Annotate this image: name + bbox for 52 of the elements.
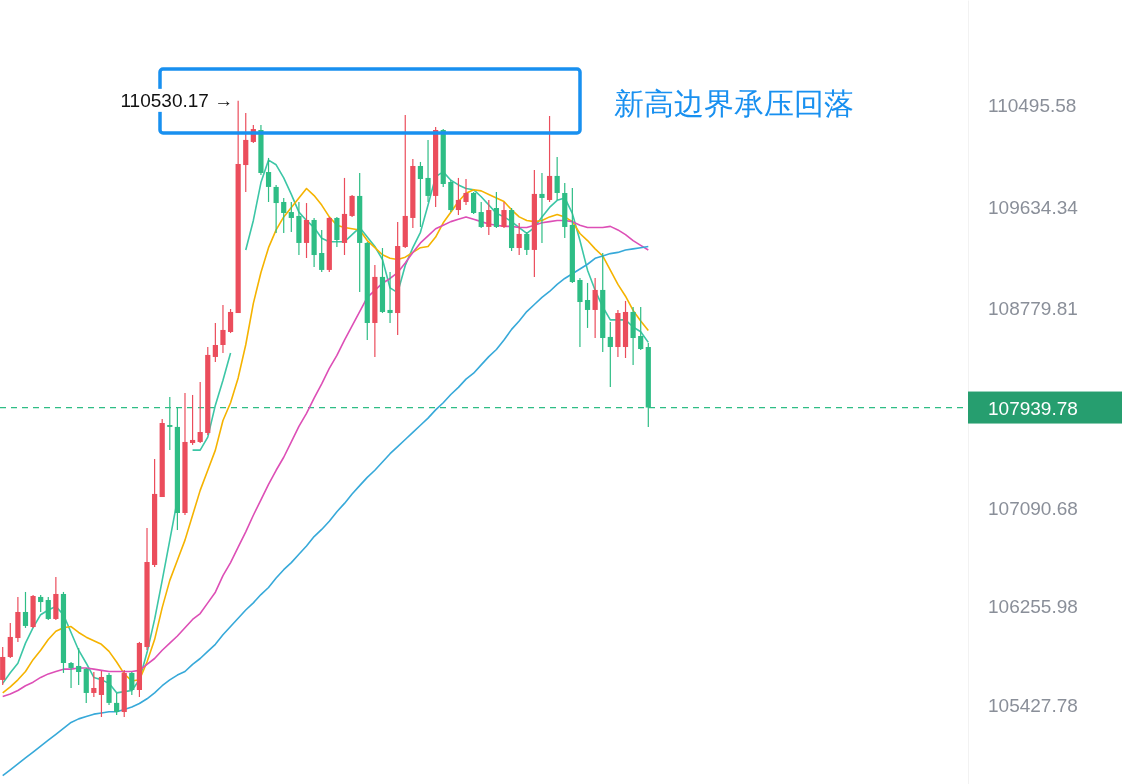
candlestick xyxy=(91,671,97,698)
candlestick xyxy=(98,670,105,718)
candlestick xyxy=(486,199,492,236)
candlestick xyxy=(68,661,74,689)
candlestick xyxy=(281,197,287,234)
candlestick xyxy=(463,178,469,206)
candlestick xyxy=(288,201,294,233)
candlestick xyxy=(114,692,120,716)
candlestick xyxy=(129,671,135,696)
candlestick xyxy=(7,622,13,659)
annotation: 110530.17 → xyxy=(120,89,234,111)
candlestick xyxy=(334,216,340,248)
ref-line-label: 107939.78 xyxy=(988,397,1078,419)
annotation: 新高边界承压回落 xyxy=(614,86,854,121)
candlestick xyxy=(197,381,203,444)
y-tick-label: 105427.78 xyxy=(988,694,1078,716)
candlestick xyxy=(478,201,484,229)
candlestick xyxy=(425,139,431,203)
candlestick xyxy=(577,277,583,348)
line-series xyxy=(1,245,650,777)
y-tick-label: 107090.68 xyxy=(988,497,1078,519)
candlestick xyxy=(220,304,226,354)
y-tick-label: 109634.34 xyxy=(988,196,1079,218)
candlestick xyxy=(349,194,355,218)
y-tick-label: 106255.98 xyxy=(988,596,1078,618)
candlestick xyxy=(607,321,613,388)
candlestick xyxy=(501,201,507,229)
y-tick-label: 108779.81 xyxy=(988,297,1078,319)
candlestick xyxy=(45,596,51,621)
candlestick xyxy=(387,271,393,324)
candlestick xyxy=(273,184,279,234)
candlestick xyxy=(76,647,82,686)
y-tick-label: 110495.58 xyxy=(988,94,1077,116)
candlestick xyxy=(638,306,644,351)
candlestick xyxy=(554,156,560,201)
candlestick xyxy=(303,202,310,259)
candlestick xyxy=(493,191,499,229)
candlestick xyxy=(524,231,530,256)
candlestick xyxy=(516,222,522,256)
candlestick xyxy=(227,308,234,334)
candlestick xyxy=(0,646,6,686)
candlestick xyxy=(212,322,218,363)
candlestick xyxy=(22,591,29,629)
candlestick xyxy=(417,161,424,228)
candlestick xyxy=(189,394,196,446)
candlestick xyxy=(584,282,591,329)
candlestick xyxy=(455,177,462,216)
candlestick xyxy=(592,277,598,339)
candlestick xyxy=(319,229,325,273)
candlestick xyxy=(471,191,477,215)
candlestick xyxy=(265,157,272,203)
candlestick xyxy=(539,172,545,244)
